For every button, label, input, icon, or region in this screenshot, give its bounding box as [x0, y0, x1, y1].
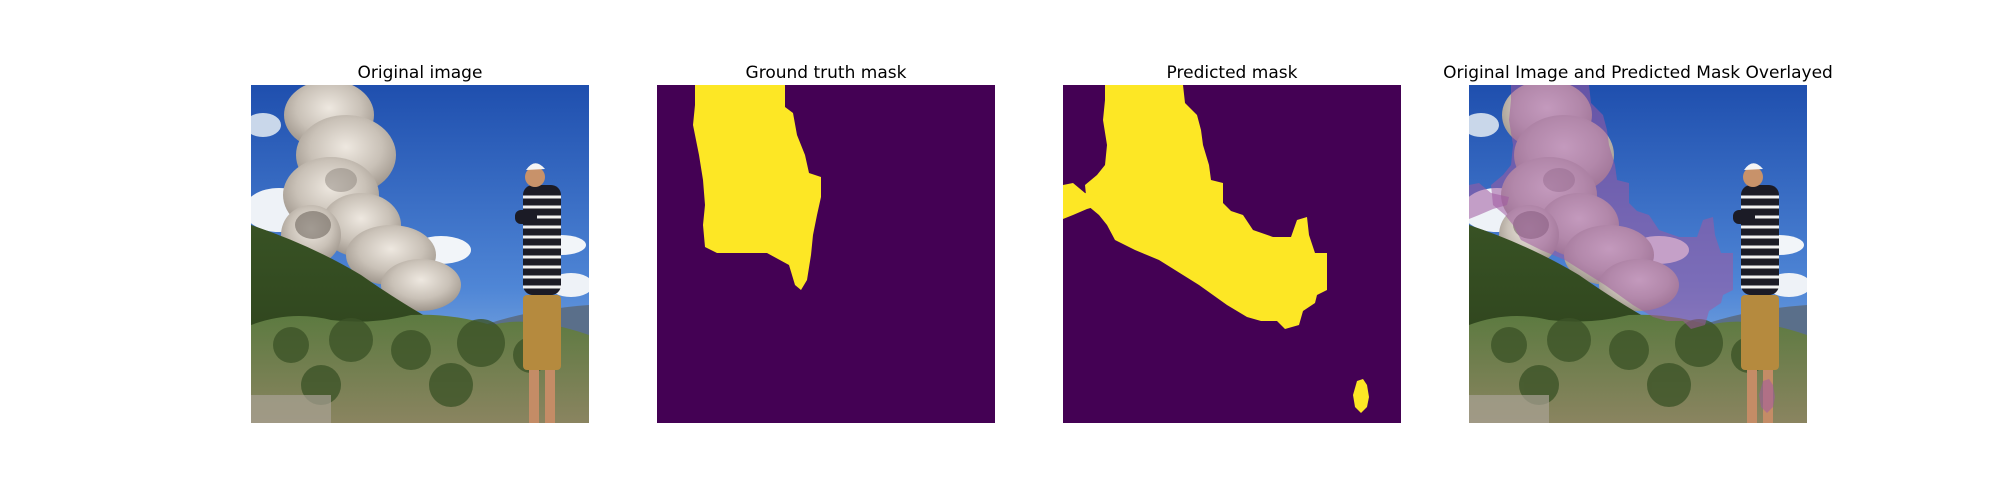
panel-title: Predicted mask — [1166, 63, 1298, 83]
mask-region — [1085, 85, 1327, 329]
mask-region-bottom — [1353, 379, 1369, 413]
overlay-region-bottom — [1759, 379, 1775, 413]
ground-truth-mask — [657, 85, 995, 423]
original-image — [251, 85, 589, 423]
panel-title: Original Image and Predicted Mask Overla… — [1443, 63, 1833, 83]
mask-region — [693, 85, 821, 290]
predicted-mask — [1063, 85, 1401, 423]
overlay-region-left — [1469, 183, 1509, 219]
mask-region-left — [1063, 183, 1103, 219]
overlay-region — [1491, 85, 1733, 329]
overlay-image — [1469, 85, 1807, 423]
panel-title: Ground truth mask — [745, 63, 907, 83]
panel-title: Original image — [357, 63, 483, 83]
